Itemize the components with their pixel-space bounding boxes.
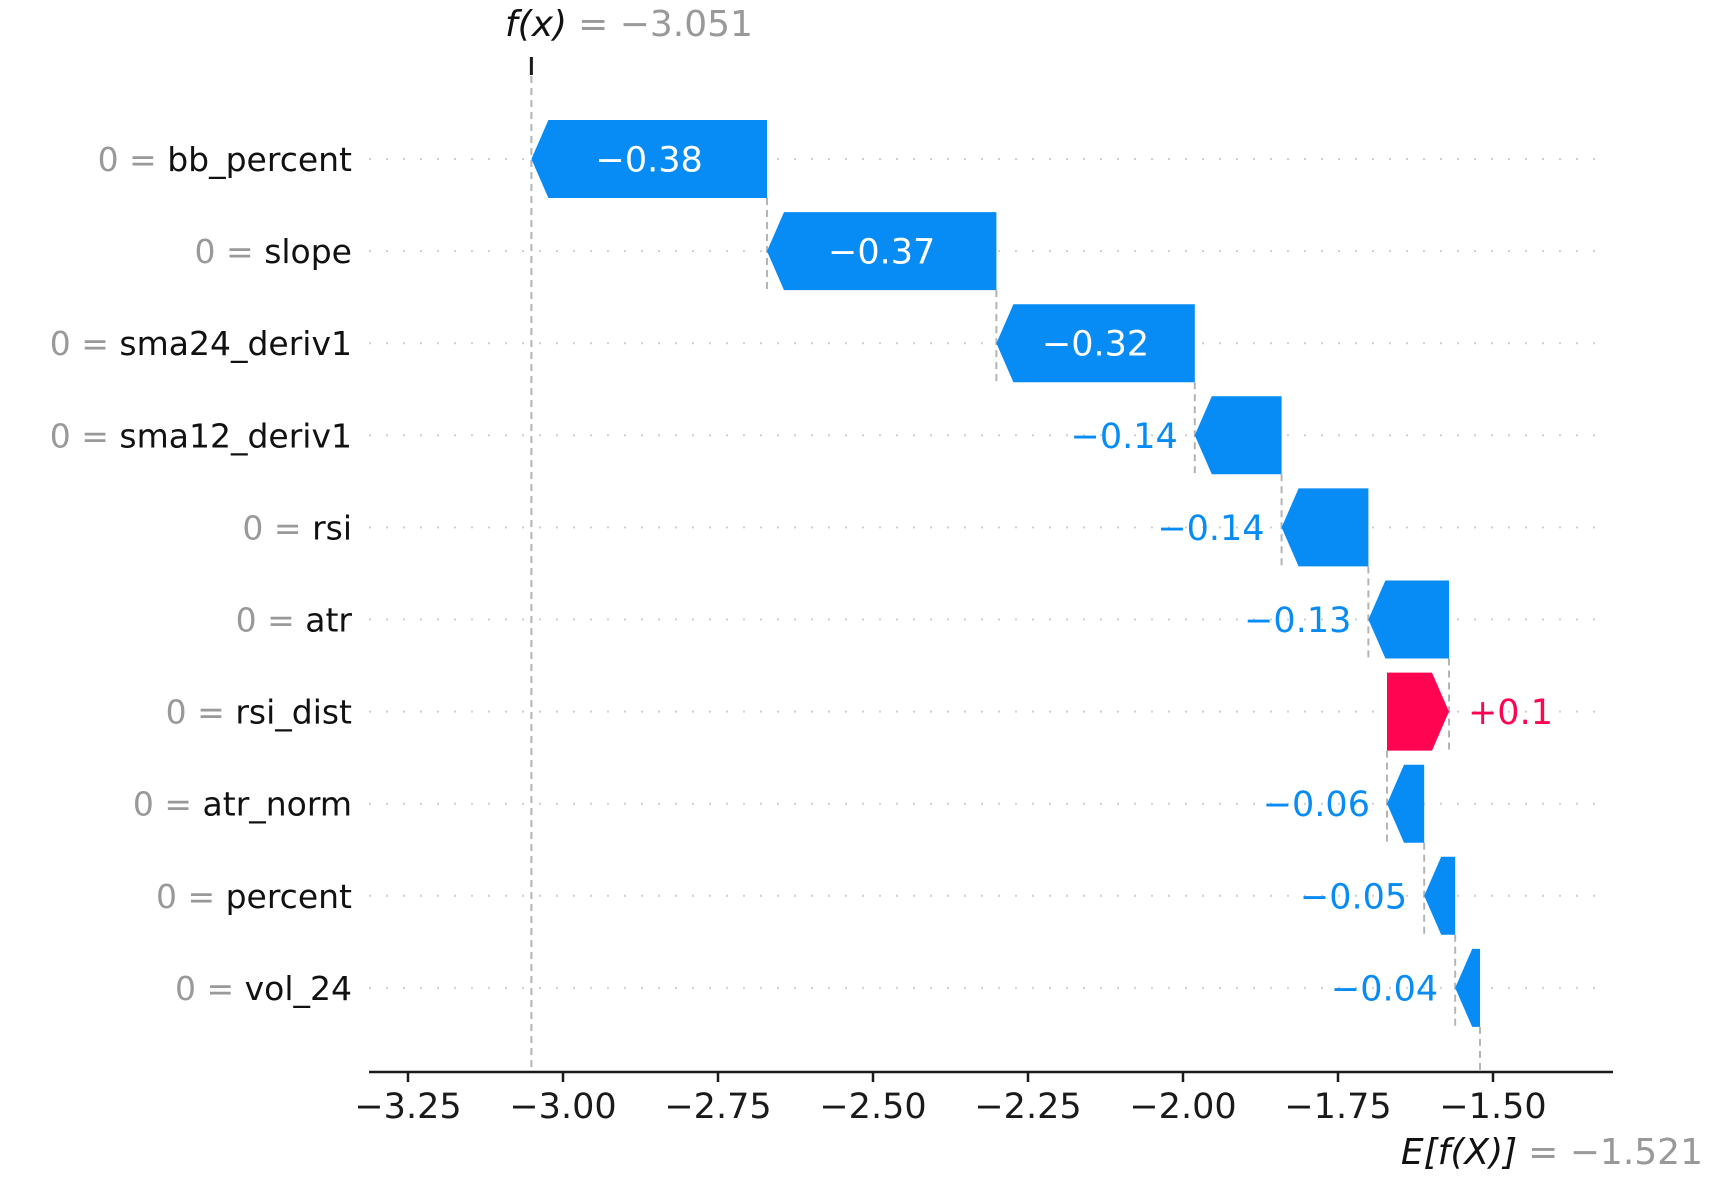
bar-value-label: −0.06 bbox=[1263, 785, 1370, 825]
feature-label: 0 = rsi_dist bbox=[166, 693, 352, 732]
feature-name: sma24_deriv1 bbox=[119, 324, 352, 363]
feature-label: 0 = sma12_deriv1 bbox=[50, 416, 352, 455]
bar-atr_norm bbox=[1387, 764, 1425, 843]
feature-name: slope bbox=[264, 232, 352, 271]
feature-label: 0 = atr bbox=[236, 601, 353, 640]
expected-value-label: E[f(X)] = −1.521 bbox=[1401, 1132, 1703, 1173]
feature-name: atr bbox=[305, 601, 352, 640]
bar-rsi_dist bbox=[1387, 672, 1449, 751]
bar-value-label: −0.32 bbox=[1042, 325, 1149, 365]
x-axis-tick-label: −1.50 bbox=[1439, 1087, 1546, 1127]
feature-label: 0 = vol_24 bbox=[175, 969, 352, 1008]
feature-label: 0 = percent bbox=[156, 877, 352, 916]
feature-name: rsi_dist bbox=[235, 693, 352, 732]
x-axis-tick-label: −3.25 bbox=[354, 1087, 461, 1127]
feature-value: 0 = bbox=[98, 140, 168, 179]
fx-label: f(x) = −3.051 bbox=[505, 4, 753, 45]
feature-value: 0 = bbox=[166, 693, 236, 732]
x-axis-tick-label: −2.25 bbox=[974, 1087, 1081, 1127]
bar-value-label: −0.38 bbox=[596, 141, 703, 181]
feature-name: vol_24 bbox=[245, 969, 352, 1008]
x-axis-tick-label: −1.75 bbox=[1284, 1087, 1391, 1127]
bar-vol_24 bbox=[1455, 948, 1480, 1027]
bar-value-label: +0.1 bbox=[1468, 693, 1553, 733]
ef-name: E[f(X)] bbox=[1400, 1132, 1518, 1173]
bar-sma24_deriv1 bbox=[996, 304, 1195, 383]
feature-value: 0 = bbox=[242, 508, 312, 547]
bar-value-label: −0.04 bbox=[1331, 969, 1438, 1009]
feature-value: 0 = bbox=[236, 601, 306, 640]
feature-value: 0 = bbox=[195, 232, 265, 271]
feature-name: percent bbox=[226, 877, 352, 916]
fx-value: = −3.051 bbox=[578, 4, 753, 45]
fx-name: f(x) bbox=[505, 4, 568, 45]
feature-label: 0 = rsi bbox=[242, 508, 352, 547]
bar-atr bbox=[1368, 580, 1449, 659]
feature-name: atr_norm bbox=[203, 785, 352, 824]
feature-name: bb_percent bbox=[167, 140, 352, 179]
bar-value-label: −0.37 bbox=[828, 233, 935, 273]
x-axis-tick-label: −2.00 bbox=[1129, 1087, 1236, 1127]
feature-value: 0 = bbox=[50, 324, 120, 363]
feature-label: 0 = atr_norm bbox=[133, 785, 352, 824]
bar-slope bbox=[767, 212, 997, 291]
feature-value: 0 = bbox=[133, 785, 203, 824]
bar-percent bbox=[1424, 856, 1456, 935]
bar-value-label: −0.13 bbox=[1244, 601, 1351, 641]
feature-value: 0 = bbox=[156, 877, 226, 916]
feature-label: 0 = slope bbox=[195, 232, 352, 271]
feature-name: sma12_deriv1 bbox=[119, 416, 352, 455]
bar-value-label: −0.14 bbox=[1071, 417, 1178, 457]
x-axis-tick-label: −2.50 bbox=[819, 1087, 926, 1127]
x-axis-tick-label: −3.00 bbox=[509, 1087, 616, 1127]
feature-value: 0 = bbox=[50, 416, 120, 455]
bar-value-label: −0.14 bbox=[1157, 509, 1264, 549]
feature-value: 0 = bbox=[175, 969, 245, 1008]
bar-rsi bbox=[1281, 488, 1369, 567]
bar-sma12_deriv1 bbox=[1194, 396, 1282, 475]
feature-label: 0 = sma24_deriv1 bbox=[50, 324, 352, 363]
bar-value-label: −0.05 bbox=[1300, 877, 1407, 917]
feature-name: rsi bbox=[312, 508, 352, 547]
feature-label: 0 = bb_percent bbox=[98, 140, 352, 179]
x-axis-tick-label: −2.75 bbox=[664, 1087, 771, 1127]
bar-bb_percent bbox=[531, 120, 767, 198]
ef-value: = −1.521 bbox=[1528, 1132, 1703, 1173]
